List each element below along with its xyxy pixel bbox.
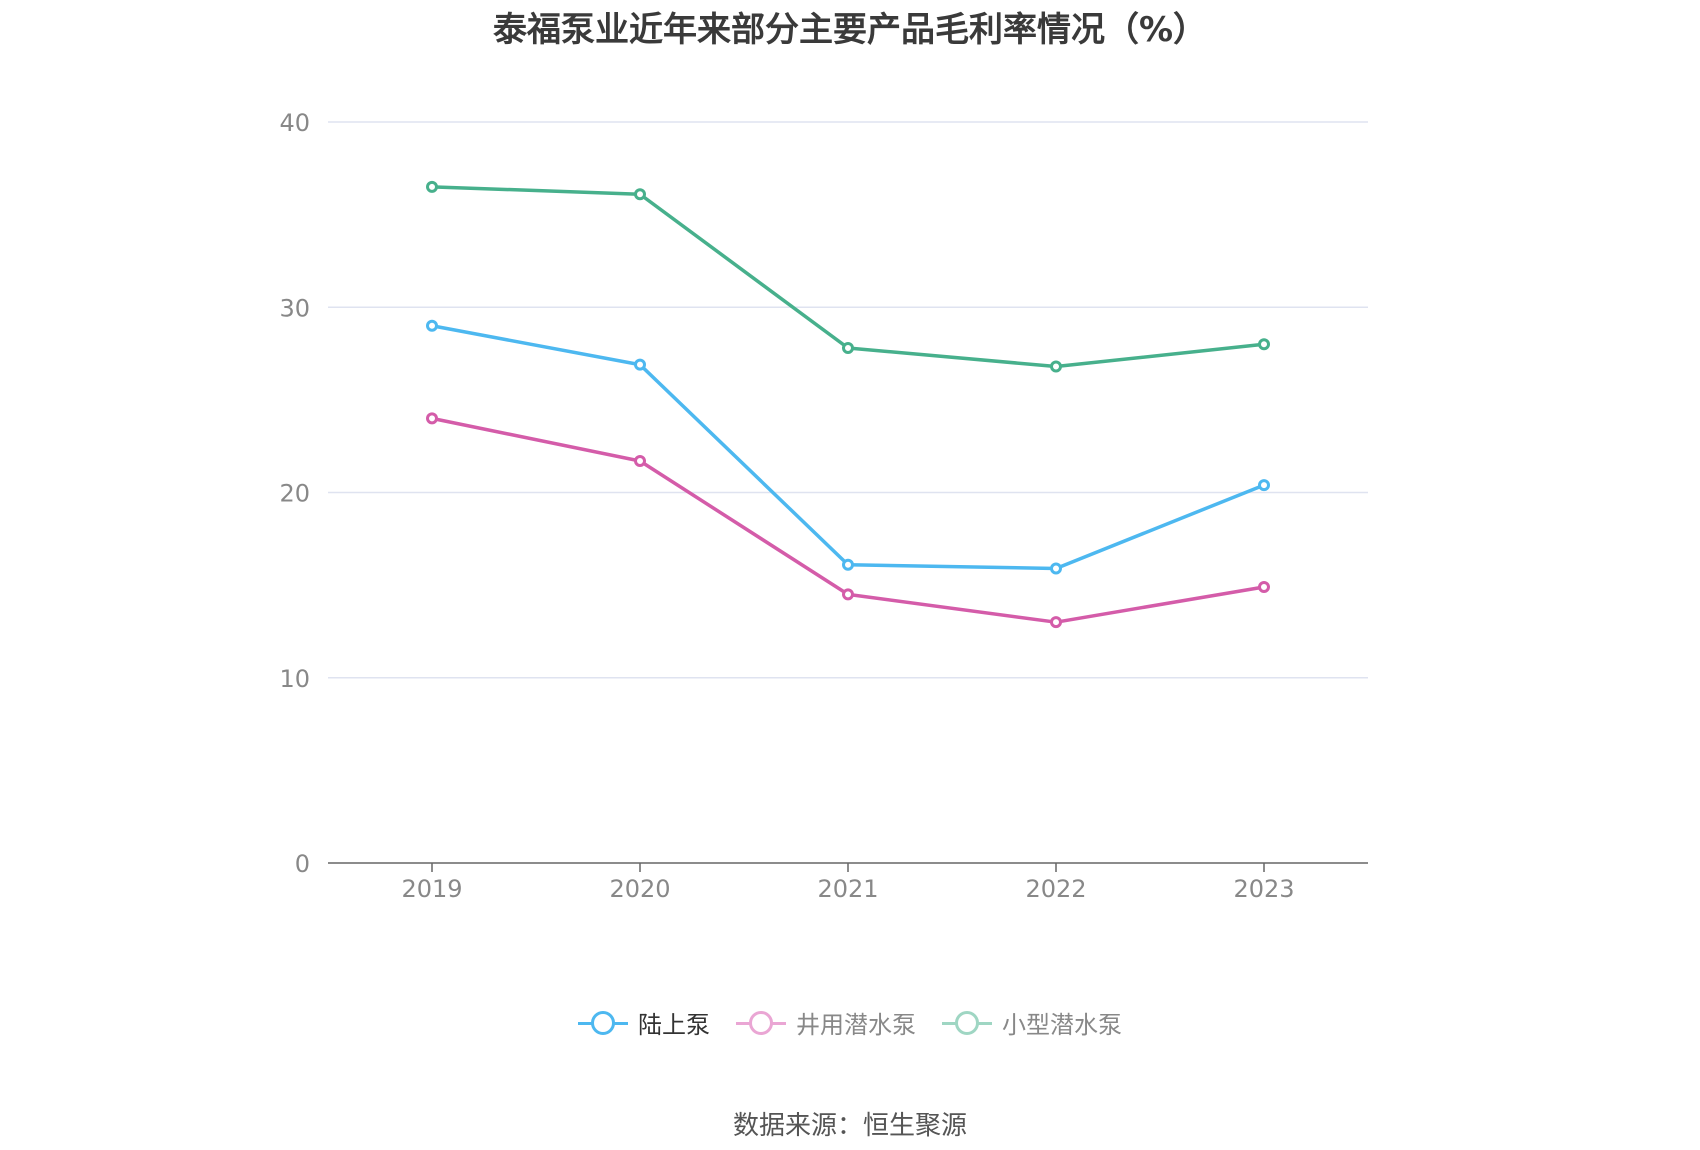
data-point xyxy=(1050,360,1062,373)
data-point xyxy=(426,319,438,332)
y-tick-label: 40 xyxy=(279,109,310,137)
data-point xyxy=(634,455,646,468)
legend-marker-icon xyxy=(942,1010,992,1036)
x-tick-label: 2021 xyxy=(817,875,878,903)
series-line-0 xyxy=(431,324,1265,571)
legend: 陆上泵 井用潜水泵 小型潜水泵 xyxy=(0,1005,1700,1040)
data-point xyxy=(1258,580,1270,593)
y-tick-label: 0 xyxy=(295,850,310,878)
x-tick-label: 2020 xyxy=(609,875,670,903)
series-line-2 xyxy=(431,185,1265,369)
legend-label: 井用潜水泵 xyxy=(796,1011,916,1039)
data-point xyxy=(634,188,646,201)
data-point xyxy=(426,412,438,425)
legend-marker-icon xyxy=(578,1010,628,1036)
data-point xyxy=(842,558,854,571)
legend-item[interactable]: 陆上泵 xyxy=(578,1005,710,1040)
y-tick-label: 30 xyxy=(279,294,310,322)
x-tick-label: 2019 xyxy=(401,875,462,903)
data-point xyxy=(426,180,438,193)
x-tick-label: 2023 xyxy=(1233,875,1294,903)
data-points xyxy=(426,180,1270,629)
data-source: 数据来源：恒生聚源 xyxy=(732,1111,967,1141)
y-tick-label: 20 xyxy=(279,480,310,508)
data-point xyxy=(842,342,854,355)
data-point xyxy=(1258,338,1270,351)
y-tick-label: 10 xyxy=(279,665,310,693)
data-point xyxy=(1050,616,1062,629)
legend-label: 小型潜水泵 xyxy=(1002,1011,1122,1039)
chart-title: 泰福泵业近年来部分主要产品毛利率情况（%） xyxy=(492,10,1208,50)
axes: 0 10 20 30 40 2019 2020 2021 2022 2023 xyxy=(279,109,1368,903)
legend-label: 陆上泵 xyxy=(638,1011,710,1039)
legend-item[interactable]: 小型潜水泵 xyxy=(942,1005,1122,1040)
data-point xyxy=(842,588,854,601)
x-tick-label: 2022 xyxy=(1025,875,1086,903)
legend-item[interactable]: 井用潜水泵 xyxy=(736,1005,916,1040)
data-point xyxy=(1258,479,1270,492)
legend-marker-icon xyxy=(736,1010,786,1036)
data-point xyxy=(1050,562,1062,575)
data-point xyxy=(634,358,646,371)
series-lines xyxy=(431,185,1265,624)
gridlines xyxy=(328,121,1368,679)
